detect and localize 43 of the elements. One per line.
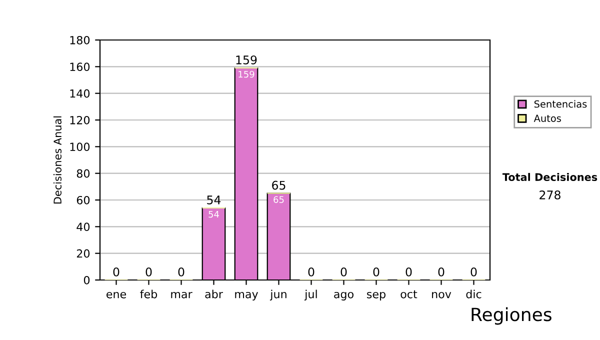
- text: Total Decisiones: [502, 172, 598, 182]
- x-tick-label: mar: [171, 292, 192, 298]
- text: Regiones: [472, 307, 552, 325]
- data-label: 65: [274, 196, 284, 203]
- y-tick-label: 140: [70, 89, 90, 98]
- y-tick-label: 60: [76, 196, 90, 204]
- text: 278: [540, 190, 560, 200]
- total-label: 0: [406, 267, 412, 276]
- y-tick-label: 160: [70, 62, 90, 72]
- x-tick-label: nov: [432, 292, 452, 298]
- total-label: 0: [146, 267, 152, 276]
- x-tick-label: abr: [205, 290, 223, 298]
- x-tick-label: ago: [334, 292, 354, 300]
- x-tick-label: dic: [466, 290, 482, 298]
- total-label: 65: [272, 180, 286, 190]
- y-tick-label: 80: [76, 169, 90, 178]
- x-tick-label: oct: [400, 290, 418, 298]
- x-tick-label: jun: [270, 290, 286, 300]
- x-tick-label: jul: [304, 290, 317, 300]
- total-label: 0: [438, 267, 444, 276]
- x-tick-label: may: [235, 292, 258, 300]
- data-label: 54: [208, 210, 219, 218]
- y-tick-label: 20: [76, 249, 90, 258]
- total-label: 0: [178, 267, 184, 276]
- total-label: 0: [113, 267, 120, 276]
- total-label: 159: [236, 55, 257, 64]
- data-label: 159: [238, 70, 254, 78]
- x-tick-label: ene: [106, 292, 126, 298]
- y-tick-label: 40: [76, 222, 90, 232]
- legend-label: Autos: [534, 114, 561, 122]
- y-tick-label: 120: [70, 116, 90, 124]
- y-tick-label: 0: [84, 276, 90, 284]
- total-label: 0: [470, 267, 477, 276]
- x-tick-label: sep: [367, 292, 386, 300]
- x-tick-label: feb: [140, 290, 158, 298]
- y-axis-title: Decisiones Anual: [53, 116, 62, 204]
- total-label: 54: [207, 196, 221, 204]
- total-label: 0: [340, 267, 347, 276]
- y-tick-label: 180: [70, 36, 90, 44]
- legend-label: Sentencias: [534, 100, 587, 108]
- total-label: 0: [373, 267, 380, 276]
- total-label: 0: [308, 267, 314, 276]
- y-tick-label: 100: [70, 142, 90, 152]
